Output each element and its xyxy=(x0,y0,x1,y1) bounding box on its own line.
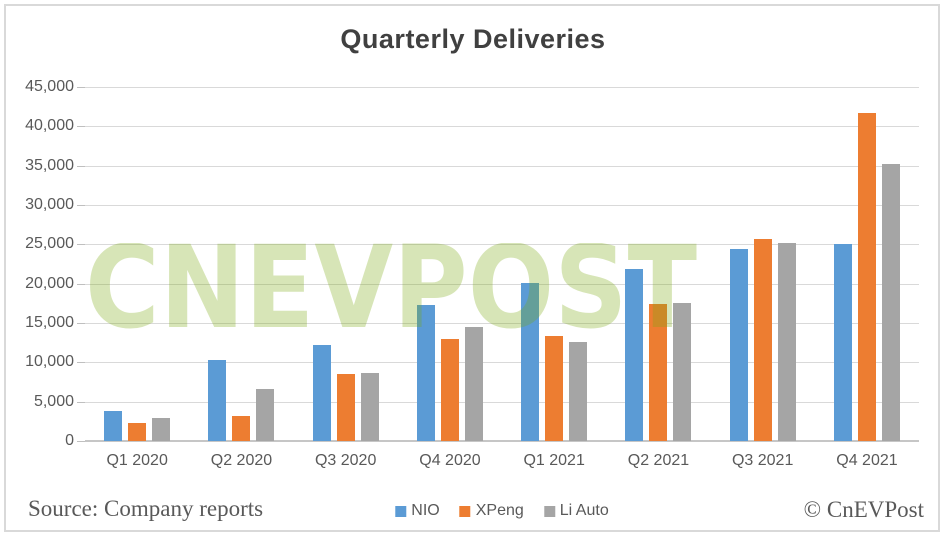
bar-xpeng xyxy=(232,415,251,441)
y-tick xyxy=(77,205,85,206)
bar-nio xyxy=(833,244,852,441)
bar-nio xyxy=(416,304,435,441)
bar-xpeng xyxy=(128,423,147,441)
x-axis-label: Q1 2021 xyxy=(523,452,585,469)
y-axis-label: 0 xyxy=(65,432,74,449)
x-axis-label: Q3 2020 xyxy=(314,452,377,469)
y-tick xyxy=(77,401,85,403)
bar-nio xyxy=(521,283,540,441)
bar-xpeng xyxy=(753,239,772,441)
y-axis-label: 20,000 xyxy=(25,274,74,292)
y-axis-label: 45,000 xyxy=(25,78,74,95)
bar-group-q3-2021 xyxy=(711,87,815,441)
bar-xpeng xyxy=(649,304,668,441)
x-axis-line xyxy=(85,440,919,442)
legend: NIO XPeng Li Auto xyxy=(395,502,609,520)
bar-xpeng xyxy=(545,336,564,441)
x-axis-label: Q4 2021 xyxy=(836,452,898,469)
y-axis-label: 40,000 xyxy=(25,117,74,135)
bar-li-auto xyxy=(881,163,900,441)
plot-area xyxy=(77,87,919,442)
gridline-20000 xyxy=(85,283,919,285)
bar-li-auto xyxy=(256,389,275,441)
gridline-35000 xyxy=(85,165,919,167)
bar-group-q3-2020 xyxy=(294,87,398,441)
legend-label: XPeng xyxy=(475,502,524,519)
copyright-text: © CnEVPost xyxy=(803,497,924,522)
y-tick xyxy=(77,244,85,246)
bar-nio xyxy=(729,248,748,441)
gridline-25000 xyxy=(85,244,919,246)
legend-swatch-icon xyxy=(459,505,471,517)
bar-xpeng xyxy=(336,373,355,441)
bar-li-auto xyxy=(569,342,588,441)
gridline-5000 xyxy=(85,401,919,403)
bar-xpeng xyxy=(440,339,459,441)
legend-item-xpeng: XPeng xyxy=(459,502,524,520)
chart-title: Quarterly Deliveries xyxy=(340,24,606,54)
y-tick xyxy=(77,283,85,285)
y-tick xyxy=(77,441,85,442)
bar-li-auto xyxy=(152,418,171,441)
bar-nio xyxy=(208,359,227,441)
bar-nio xyxy=(625,268,644,441)
y-tick xyxy=(77,126,85,128)
y-axis-label: 10,000 xyxy=(25,353,74,371)
legend-item-nio: NIO xyxy=(395,502,440,520)
y-axis-label: 35,000 xyxy=(25,156,74,174)
bar-group-q4-2021 xyxy=(815,87,919,441)
legend-swatch-icon xyxy=(543,505,555,517)
x-axis-label: Q2 2021 xyxy=(627,452,690,469)
x-axis-label: Q4 2020 xyxy=(419,452,481,469)
y-tick xyxy=(77,87,85,88)
bar-nio xyxy=(312,345,331,441)
bar-group-q2-2020 xyxy=(189,87,293,441)
y-tick xyxy=(77,165,85,167)
x-axis-label: Q3 2021 xyxy=(731,452,794,469)
legend-label: Li Auto xyxy=(559,502,609,519)
bar-li-auto xyxy=(464,327,483,441)
y-axis-label: 15,000 xyxy=(25,314,74,331)
y-axis-label: 25,000 xyxy=(25,235,74,253)
gridline-10000 xyxy=(85,362,919,364)
bar-group-q1-2021 xyxy=(502,87,606,441)
y-axis-label: 30,000 xyxy=(25,196,74,213)
bar-li-auto xyxy=(360,372,379,441)
y-tick xyxy=(77,323,85,324)
bar-group-q4-2020 xyxy=(398,87,502,441)
bar-li-auto xyxy=(777,243,796,441)
bar-xpeng xyxy=(857,112,876,441)
x-axis-label: Q2 2020 xyxy=(210,452,273,469)
legend-item-li-auto: Li Auto xyxy=(543,502,609,520)
source-text: Source: Company reports xyxy=(28,496,264,521)
bar-li-auto xyxy=(673,302,692,441)
y-axis-label: 5,000 xyxy=(33,392,74,410)
legend-label: NIO xyxy=(411,502,440,519)
y-tick xyxy=(77,362,85,364)
gridline-15000 xyxy=(85,323,919,324)
bar-group-q1-2020 xyxy=(85,87,189,441)
bar-group-q2-2021 xyxy=(606,87,710,441)
gridline-30000 xyxy=(85,205,919,206)
bar-nio xyxy=(104,410,123,441)
gridline-40000 xyxy=(85,126,919,128)
legend-swatch-icon xyxy=(395,505,407,517)
gridline-45000 xyxy=(85,87,919,88)
x-axis-label: Q1 2020 xyxy=(106,452,168,469)
